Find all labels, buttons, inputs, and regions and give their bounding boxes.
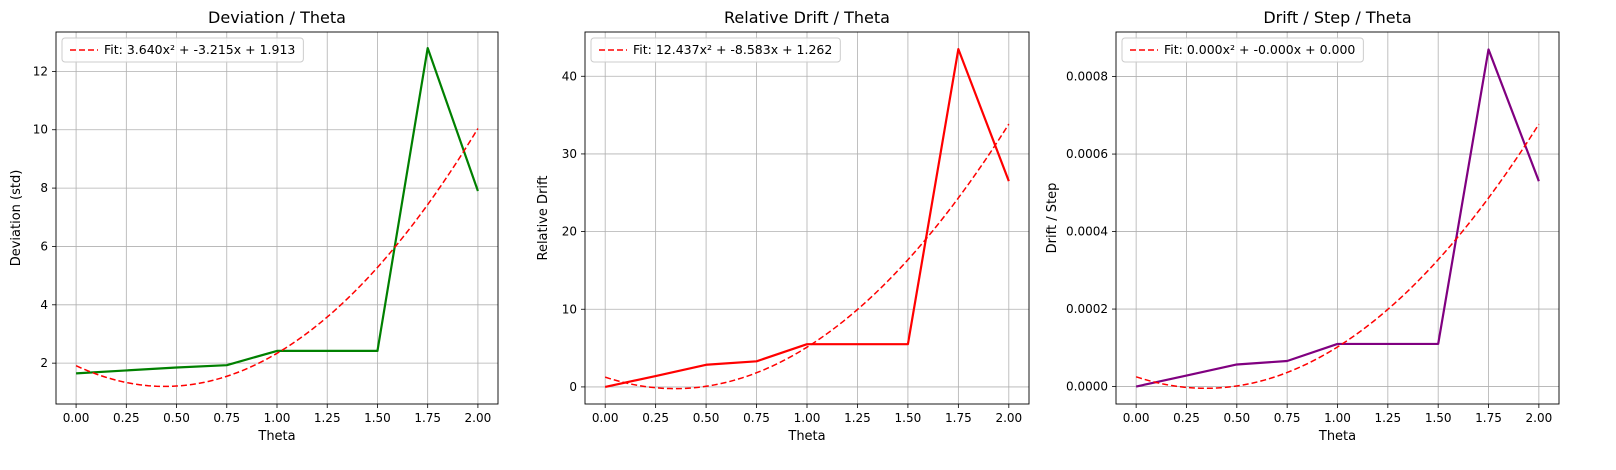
x-axis-label: Theta — [787, 429, 825, 444]
chart-title: Drift / Step / Theta — [1263, 8, 1411, 27]
x-tick-label: 0.00 — [63, 411, 90, 425]
x-tick-label: 0.00 — [1123, 411, 1150, 425]
y-tick-label: 6 — [40, 239, 48, 253]
y-tick-label: 8 — [40, 181, 48, 195]
y-tick-label: 20 — [562, 225, 577, 239]
x-tick-label: 0.75 — [743, 411, 770, 425]
data-series-line — [1135, 48, 1540, 388]
y-tick-label: 0.0006 — [1066, 147, 1108, 161]
x-tick-label: 2.00 — [995, 411, 1022, 425]
x-tick-label: 0.25 — [642, 411, 669, 425]
x-tick-label: 1.50 — [895, 411, 922, 425]
y-tick-label: 10 — [33, 123, 48, 137]
y-tick-label: 0.0002 — [1066, 302, 1108, 316]
x-tick-label: 1.50 — [364, 411, 391, 425]
x-tick-label: 0.50 — [693, 411, 720, 425]
y-tick-label: 0.0004 — [1066, 225, 1108, 239]
chart-panel-2: 0.00 0.25 0.50 0.75 1.00 1.25 1.50 1.75 2.00 0 10 2… — [536, 8, 1030, 444]
chart-title: Relative Drift / Theta — [724, 8, 890, 27]
legend-box — [1121, 37, 1364, 63]
legend-label: Fit: 0.000x² + -0.000x + 0.000 — [1164, 42, 1355, 57]
x-tick-label: 0.75 — [213, 411, 240, 425]
fit-curve-line — [75, 128, 479, 388]
y-tick-label: 12 — [33, 64, 48, 78]
x-tick-label: 0.50 — [1223, 411, 1250, 425]
y-tick-label: 40 — [562, 69, 577, 83]
y-axis-label: Deviation (std) — [9, 170, 24, 267]
x-tick-label: 2.00 — [1526, 411, 1553, 425]
y-axis-label: Relative Drift — [536, 176, 551, 261]
y-tick-label: 0.0008 — [1066, 70, 1108, 84]
x-tick-label: 1.50 — [1425, 411, 1452, 425]
legend: Fit: 0.000x² + -0.000x + 0.000 — [1121, 37, 1364, 63]
x-tick-label: 1.25 — [314, 411, 341, 425]
x-tick-label: 1.00 — [264, 411, 291, 425]
fit-curve-line — [604, 123, 1010, 390]
chart-title: Deviation / Theta — [208, 8, 346, 27]
x-tick-label: 1.75 — [1475, 411, 1502, 425]
y-tick-label: 30 — [562, 147, 577, 161]
x-tick-label: 1.75 — [414, 411, 441, 425]
y-tick-label: 10 — [562, 302, 577, 316]
x-tick-label: 1.25 — [1374, 411, 1401, 425]
x-tick-label: 0.75 — [1274, 411, 1301, 425]
x-tick-label: 1.00 — [794, 411, 821, 425]
x-tick-label: 0.25 — [1173, 411, 1200, 425]
legend-label: Fit: 3.640x² + -3.215x + 1.913 — [104, 42, 295, 57]
y-tick-label: 4 — [40, 298, 48, 312]
legend: Fit: 12.437x² + -8.583x + 1.262 — [590, 37, 841, 63]
chart-panel-1: 0.00 0.25 0.50 0.75 1.00 1.25 1.50 1.75 2.00 2 4 6 8… — [9, 8, 499, 444]
x-tick-label: 1.00 — [1324, 411, 1351, 425]
x-tick-label: 0.25 — [113, 411, 140, 425]
x-axis-label: Theta — [1318, 429, 1356, 444]
x-axis-label: Theta — [257, 429, 295, 444]
x-tick-label: 1.25 — [844, 411, 871, 425]
data-series-line — [604, 47, 1010, 388]
x-tick-label: 0.00 — [592, 411, 619, 425]
legend-box — [61, 37, 304, 63]
chart-panel-3: 0.00 0.25 0.50 0.75 1.00 1.25 1.50 1.75 2.00 0.00… — [1045, 8, 1560, 444]
y-tick-label: 2 — [40, 356, 48, 370]
y-axis-label: Drift / Step — [1045, 183, 1060, 254]
x-tick-label: 2.00 — [465, 411, 492, 425]
fit-curve-line — [1135, 123, 1540, 390]
x-tick-label: 1.75 — [945, 411, 972, 425]
x-tick-label: 0.50 — [163, 411, 190, 425]
y-tick-label: 0.0000 — [1066, 380, 1108, 394]
legend-box — [590, 37, 841, 63]
y-tick-label: 0 — [569, 380, 577, 394]
data-series-line — [76, 46, 479, 375]
legend: Fit: 3.640x² + -3.215x + 1.913 — [61, 37, 304, 63]
legend-label: Fit: 12.437x² + -8.583x + 1.262 — [633, 42, 832, 57]
